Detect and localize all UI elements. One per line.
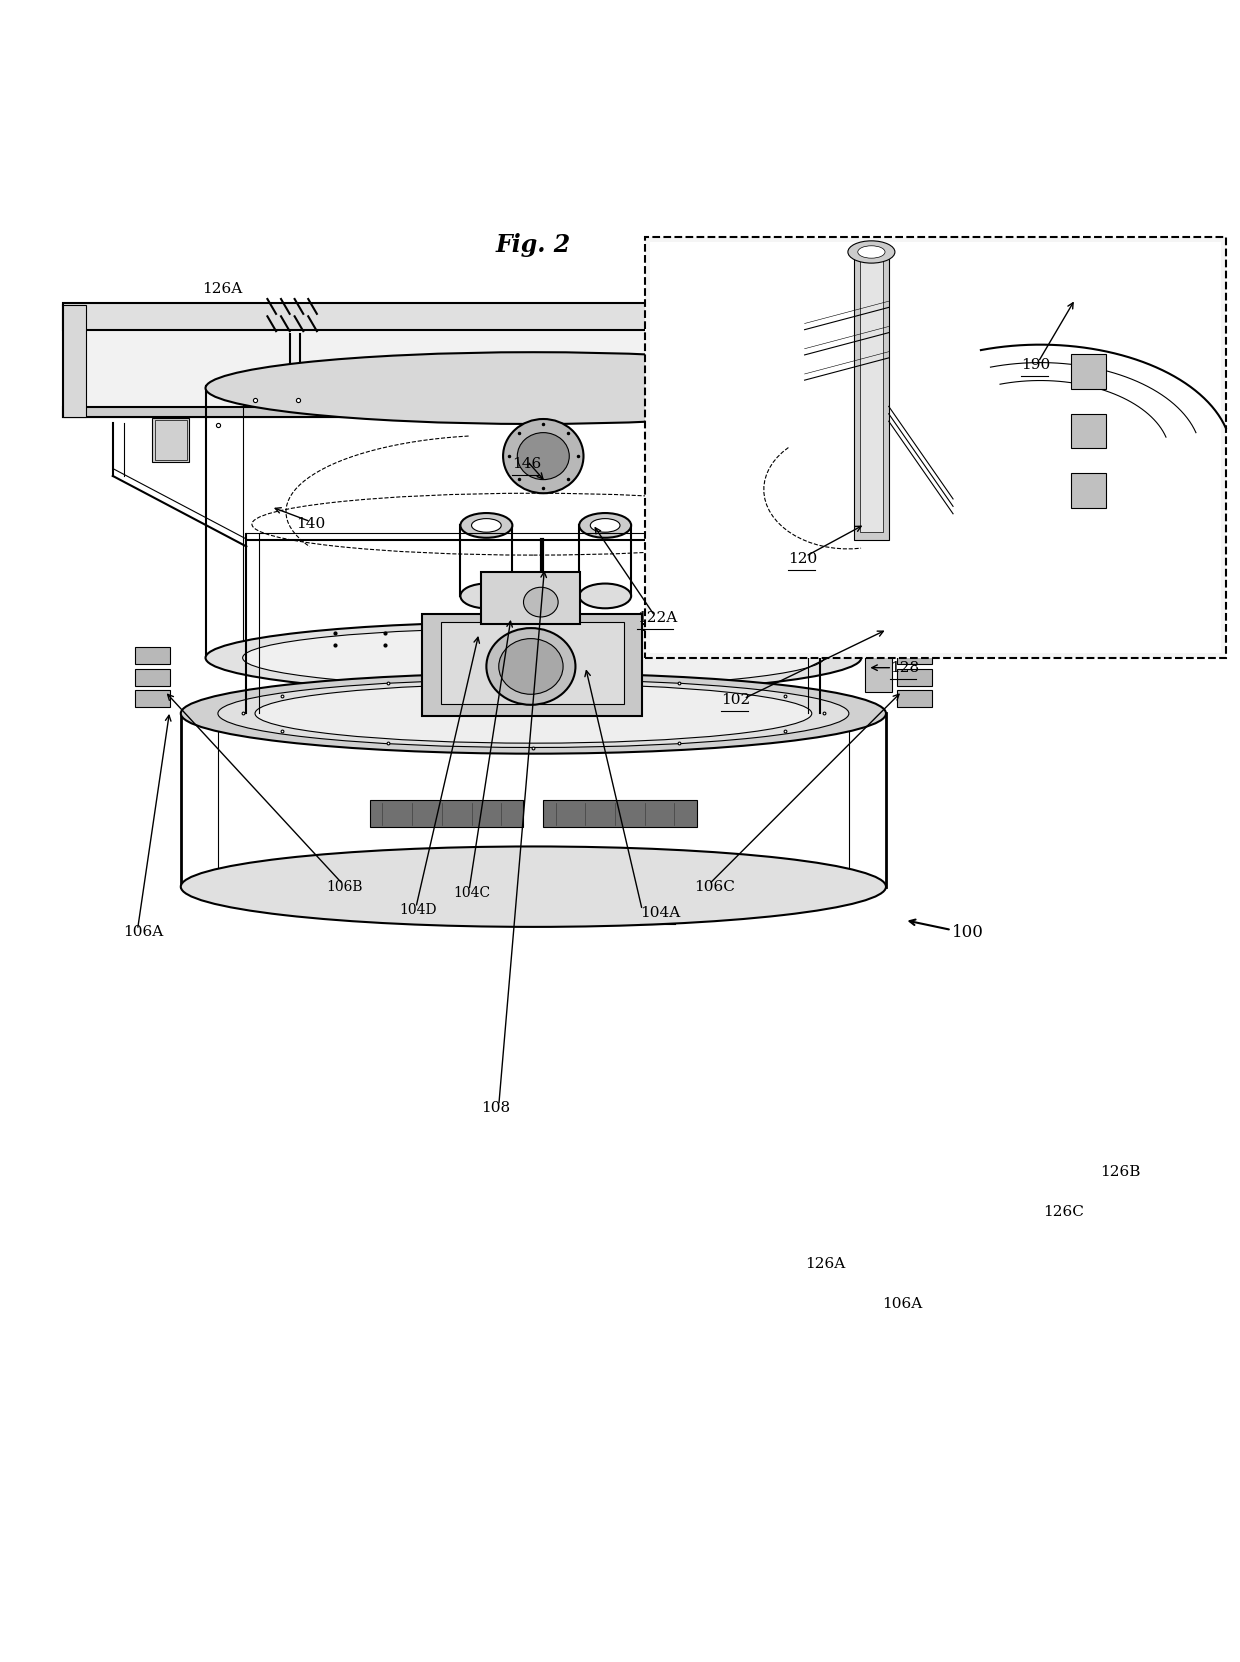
Bar [135, 690, 170, 708]
Bar [63, 302, 1078, 331]
Bar [135, 647, 170, 665]
Ellipse shape [523, 587, 558, 617]
Bar [422, 615, 642, 716]
Bar [440, 622, 624, 703]
Bar [1071, 474, 1106, 509]
Ellipse shape [858, 246, 885, 258]
Text: 104D: 104D [399, 902, 438, 917]
Bar [861, 254, 883, 532]
Ellipse shape [471, 519, 501, 532]
Text: 104C: 104C [453, 886, 490, 899]
Bar [866, 640, 893, 693]
Text: 102: 102 [722, 693, 750, 706]
Text: 106A: 106A [883, 1296, 923, 1311]
Bar [63, 407, 1078, 417]
Ellipse shape [206, 622, 862, 693]
Bar [481, 572, 580, 625]
Text: 126A: 126A [806, 1256, 846, 1271]
Text: Fig. 2: Fig. 2 [496, 233, 570, 256]
Ellipse shape [218, 680, 849, 748]
Ellipse shape [460, 514, 512, 538]
Text: 140: 140 [296, 517, 325, 532]
Bar [153, 417, 190, 462]
Bar [897, 668, 931, 686]
Ellipse shape [460, 583, 512, 608]
Ellipse shape [181, 673, 887, 753]
Bar [63, 306, 86, 417]
Text: 190: 190 [1021, 357, 1050, 372]
Ellipse shape [255, 683, 812, 743]
Ellipse shape [590, 519, 620, 532]
Text: 120: 120 [789, 552, 817, 565]
Bar [1055, 306, 1078, 417]
Bar [645, 238, 1226, 658]
Text: 106B: 106B [327, 879, 363, 894]
Bar [853, 417, 890, 462]
Bar [1071, 414, 1106, 449]
Text: 106A: 106A [123, 926, 162, 939]
Bar [854, 246, 889, 540]
Ellipse shape [181, 846, 887, 927]
Ellipse shape [517, 432, 569, 480]
Text: 126C: 126C [1043, 1205, 1084, 1218]
Bar [543, 799, 697, 828]
Bar [135, 668, 170, 686]
Bar [370, 799, 523, 828]
Text: 108: 108 [481, 1102, 511, 1115]
Bar [897, 647, 931, 665]
Bar [155, 420, 187, 460]
Bar [856, 420, 888, 460]
Text: 126B: 126B [1100, 1165, 1141, 1180]
Bar [1071, 354, 1106, 389]
Text: 126A: 126A [202, 283, 242, 296]
Ellipse shape [579, 514, 631, 538]
Text: 122A: 122A [637, 612, 677, 625]
Text: 100: 100 [951, 924, 983, 941]
Text: 106C: 106C [694, 879, 735, 894]
Ellipse shape [498, 638, 563, 695]
Text: 104A: 104A [640, 906, 680, 919]
Ellipse shape [848, 241, 895, 263]
Ellipse shape [486, 628, 575, 705]
Text: 128: 128 [890, 661, 919, 675]
Ellipse shape [503, 419, 584, 494]
Bar [897, 690, 931, 708]
Bar [63, 306, 1078, 417]
Bar [650, 243, 1221, 653]
Ellipse shape [579, 583, 631, 608]
Ellipse shape [206, 352, 862, 424]
Text: 146: 146 [512, 457, 542, 470]
Ellipse shape [243, 628, 825, 688]
